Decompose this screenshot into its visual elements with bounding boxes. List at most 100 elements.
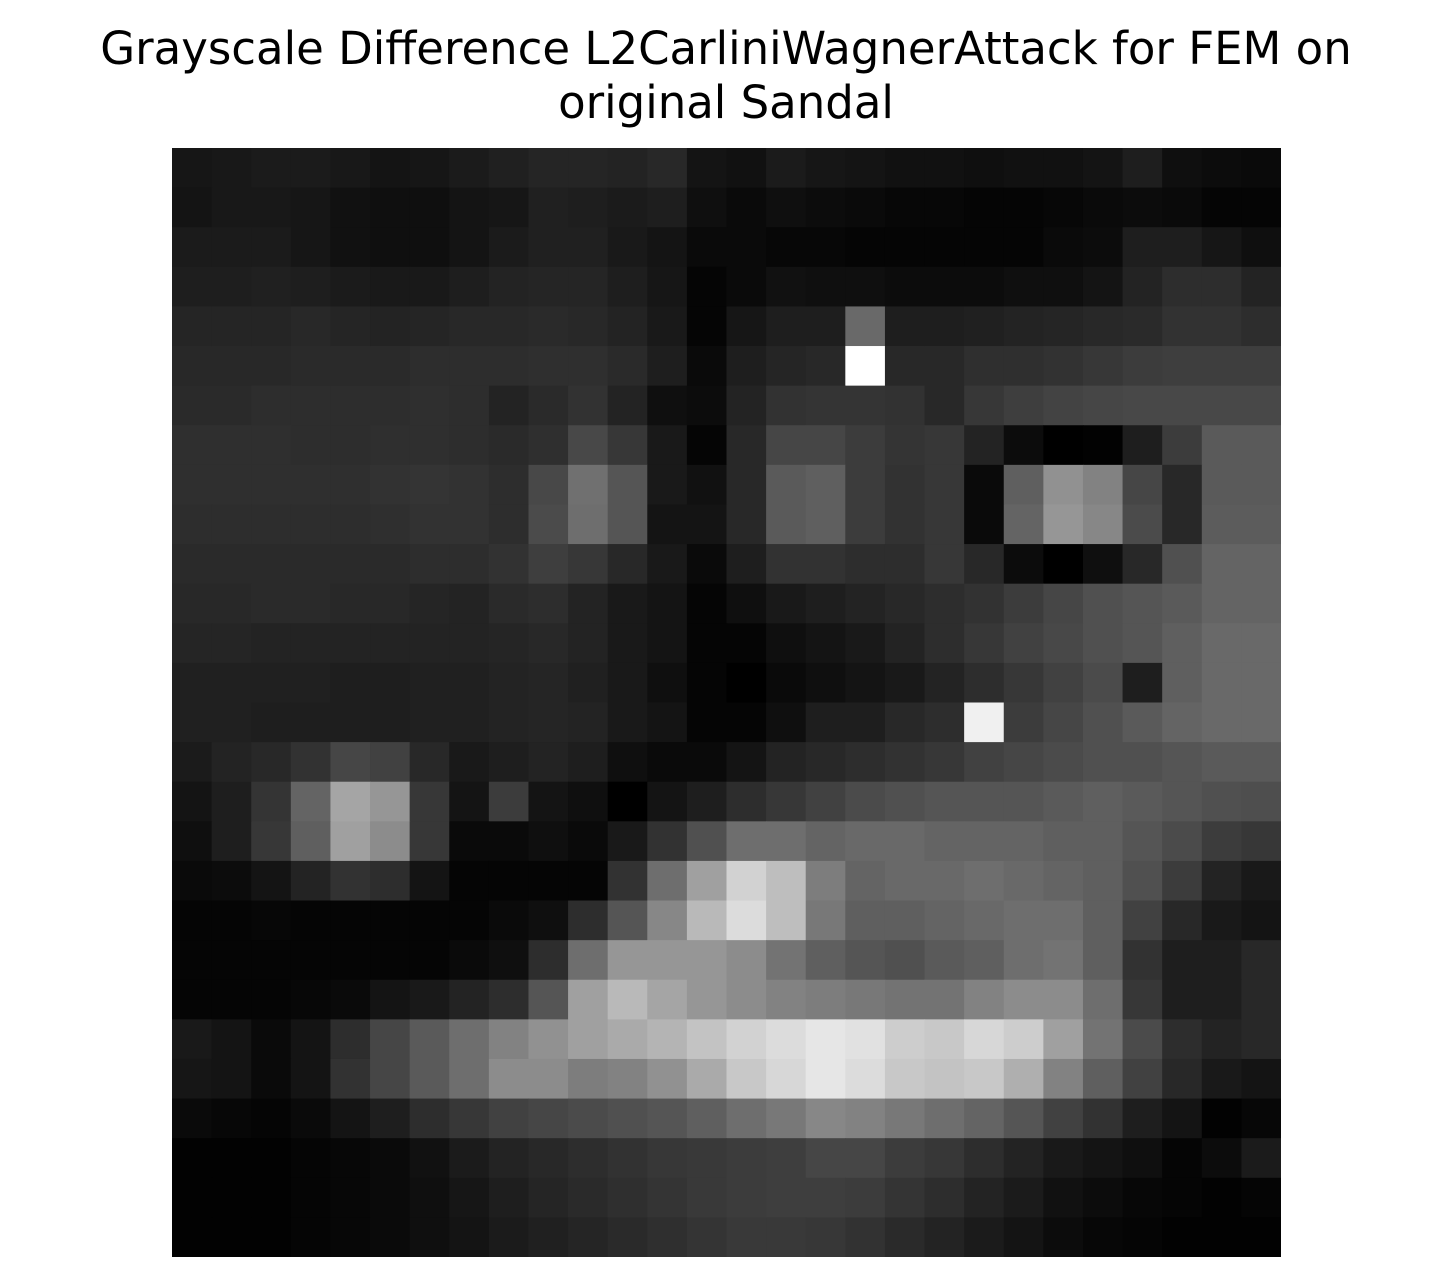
heatmap-cell-r19-c0: [172, 900, 213, 941]
heatmap-cell-r26-c10: [568, 1177, 609, 1218]
heatmap-cell-r2-c17: [845, 227, 886, 268]
heatmap-cell-r13-c10: [568, 662, 609, 704]
heatmap-cell-r3-c19: [924, 266, 965, 308]
heatmap-cell-r3-c26: [1201, 266, 1242, 308]
heatmap-cell-r21-c27: [1241, 979, 1281, 1020]
heatmap-cell-r11-c22: [1043, 583, 1084, 624]
heatmap-cell-r14-c1: [211, 702, 252, 743]
heatmap-cell-r18-c22: [1043, 860, 1084, 902]
heatmap-cell-r15-c7: [449, 742, 490, 783]
heatmap-cell-r26-c4: [330, 1177, 371, 1218]
heatmap-cell-r14-c13: [686, 702, 728, 743]
heatmap-cell-r7-c7: [449, 425, 490, 466]
heatmap-cell-r9-c11: [607, 504, 648, 545]
heatmap-cell-r18-c24: [1122, 860, 1163, 902]
heatmap-cell-r23-c10: [568, 1058, 609, 1100]
heatmap-cell-r18-c17: [845, 860, 886, 902]
heatmap-cell-r20-c27: [1241, 940, 1281, 981]
heatmap-cell-r22-c1: [211, 1019, 252, 1060]
heatmap-cell-r20-c20: [964, 940, 1005, 981]
heatmap-cell-r19-c21: [1003, 900, 1044, 941]
heatmap-cell-r13-c5: [370, 662, 411, 704]
heatmap-cell-r23-c11: [607, 1058, 648, 1100]
heatmap-cell-r5-c16: [805, 346, 846, 387]
heatmap-cell-r9-c4: [330, 504, 371, 545]
heatmap-cell-r18-c15: [766, 860, 807, 902]
heatmap-cell-r9-c16: [805, 504, 846, 545]
heatmap-cell-r6-c12: [647, 385, 688, 426]
heatmap-cell-r27-c8: [488, 1217, 530, 1257]
heatmap-cell-r23-c26: [1201, 1058, 1242, 1100]
heatmap-cell-r18-c7: [449, 860, 490, 902]
heatmap-cell-r10-c10: [568, 544, 609, 585]
heatmap-cell-r2-c4: [330, 227, 371, 268]
heatmap-cell-r7-c1: [211, 425, 252, 466]
heatmap-cell-r14-c20: [964, 702, 1005, 743]
heatmap-cell-r25-c27: [1241, 1138, 1281, 1179]
heatmap-cell-r13-c27: [1241, 662, 1281, 704]
heatmap-cell-r10-c11: [607, 544, 648, 585]
heatmap-cell-r8-c12: [647, 464, 688, 506]
heatmap-cell-r19-c15: [766, 900, 807, 941]
heatmap-cell-r17-c26: [1201, 821, 1242, 862]
heatmap-cell-r13-c3: [290, 662, 332, 704]
heatmap-cell-r1-c6: [409, 187, 450, 228]
heatmap-cell-r18-c26: [1201, 860, 1242, 902]
heatmap-cell-r19-c11: [607, 900, 648, 941]
heatmap-cell-r17-c24: [1122, 821, 1163, 862]
heatmap-cell-r21-c22: [1043, 979, 1084, 1020]
heatmap-cell-r12-c25: [1162, 623, 1203, 664]
heatmap-cell-r6-c20: [964, 385, 1005, 426]
heatmap-cell-r20-c26: [1201, 940, 1242, 981]
heatmap-cell-r17-c19: [924, 821, 965, 862]
heatmap-cell-r27-c22: [1043, 1217, 1084, 1257]
heatmap-cell-r11-c16: [805, 583, 846, 624]
heatmap-cell-r6-c18: [884, 385, 926, 426]
heatmap-cell-r17-c15: [766, 821, 807, 862]
heatmap-cell-r18-c23: [1082, 860, 1124, 902]
heatmap-cell-r1-c17: [845, 187, 886, 228]
heatmap-cell-r12-c13: [686, 623, 728, 664]
heatmap-cell-r3-c9: [528, 266, 569, 308]
heatmap-cell-r9-c7: [449, 504, 490, 545]
heatmap-cell-r19-c12: [647, 900, 688, 941]
heatmap-cell-r3-c2: [251, 266, 292, 308]
heatmap-cell-r16-c22: [1043, 781, 1084, 822]
heatmap-cell-r16-c13: [686, 781, 728, 822]
heatmap-cell-r27-c21: [1003, 1217, 1044, 1257]
heatmap-cell-r12-c24: [1122, 623, 1163, 664]
heatmap-cell-r6-c4: [330, 385, 371, 426]
heatmap-cell-r6-c3: [290, 385, 332, 426]
heatmap-cell-r4-c10: [568, 306, 609, 347]
heatmap-cell-r20-c12: [647, 940, 688, 981]
heatmap-cell-r27-c20: [964, 1217, 1005, 1257]
heatmap-cell-r21-c23: [1082, 979, 1124, 1020]
heatmap-cell-r27-c11: [607, 1217, 648, 1257]
heatmap-cell-r0-c1: [211, 148, 252, 189]
heatmap-cell-r18-c6: [409, 860, 450, 902]
heatmap-cell-r20-c10: [568, 940, 609, 981]
heatmap-cell-r11-c13: [686, 583, 728, 624]
heatmap-cell-r20-c7: [449, 940, 490, 981]
heatmap-cell-r11-c12: [647, 583, 688, 624]
heatmap-cell-r25-c14: [726, 1138, 767, 1179]
heatmap-cell-r2-c8: [488, 227, 530, 268]
heatmap-cell-r26-c25: [1162, 1177, 1203, 1218]
heatmap-cell-r0-c7: [449, 148, 490, 189]
heatmap-cell-r16-c0: [172, 781, 213, 822]
heatmap-cell-r9-c3: [290, 504, 332, 545]
heatmap-cell-r10-c18: [884, 544, 926, 585]
heatmap-cell-r7-c19: [924, 425, 965, 466]
heatmap-cell-r0-c22: [1043, 148, 1084, 189]
heatmap-cell-r10-c2: [251, 544, 292, 585]
heatmap-cell-r20-c2: [251, 940, 292, 981]
heatmap-cell-r4-c19: [924, 306, 965, 347]
heatmap-cell-r24-c23: [1082, 1098, 1124, 1139]
heatmap-cell-r23-c8: [488, 1058, 530, 1100]
heatmap-cell-r24-c3: [290, 1098, 332, 1139]
heatmap-cell-r2-c7: [449, 227, 490, 268]
heatmap-cell-r20-c4: [330, 940, 371, 981]
heatmap-cell-r8-c27: [1241, 464, 1281, 506]
heatmap-cell-r24-c26: [1201, 1098, 1242, 1139]
heatmap-cell-r15-c15: [766, 742, 807, 783]
